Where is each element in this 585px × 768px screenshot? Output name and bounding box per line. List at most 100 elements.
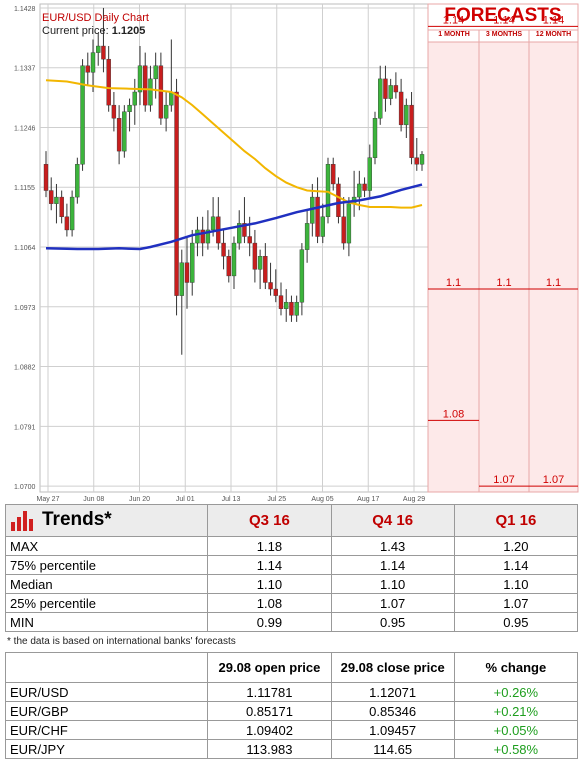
trends-col-q4: Q4 16 <box>330 504 455 537</box>
close-price: 0.85346 <box>330 701 455 721</box>
currency-pair: EUR/CHF <box>4 720 209 740</box>
candle-down <box>398 91 404 126</box>
close-price: 114.65 <box>330 739 455 759</box>
candle-up <box>205 229 211 244</box>
cell-value: 1.08 <box>207 593 332 613</box>
open-price: 0.85171 <box>207 701 332 721</box>
candle-up <box>378 78 383 119</box>
cell-value: 0.95 <box>453 612 579 632</box>
candle-down <box>273 288 278 296</box>
x-tick-label: Aug 17 <box>357 496 379 503</box>
candle-up <box>195 229 200 244</box>
y-tick-label: 1.1064 <box>14 245 36 252</box>
percent-change: +0.26% <box>453 682 579 702</box>
currency-pair: EUR/GBP <box>4 701 209 721</box>
current-price-label: Current price: <box>42 25 109 37</box>
trends-row-max: MAX 1.18 1.43 1.20 <box>4 536 579 556</box>
y-tick-label: 1.1155 <box>14 185 35 192</box>
forecast-level-label: 1.1 <box>546 277 561 289</box>
price-chart: 1.14 1.14 1.14 1.1 1.1 1.1 1.08 1.07 1.07 1.1428… <box>14 3 579 503</box>
open-price: 1.09402 <box>207 720 332 740</box>
candle-up <box>419 154 425 165</box>
candle-up <box>372 118 378 158</box>
candle-up <box>388 85 393 99</box>
candle-down <box>111 104 117 119</box>
rates-row-eurjpy: EUR/JPY 113.983 114.65 +0.58% <box>4 739 579 759</box>
rates-row-eurgbp: EUR/GBP 0.85171 0.85346 +0.21% <box>4 701 579 721</box>
cell-value: 1.10 <box>453 574 579 594</box>
cell-value: 0.99 <box>207 612 332 632</box>
forecast-level-label: 1.1 <box>496 277 511 289</box>
row-label: 25% percentile <box>4 593 209 613</box>
forecasts-title: FORECASTS <box>444 5 562 26</box>
candle-up <box>231 242 237 277</box>
rates-header-row: 29.08 open price 29.08 close price % cha… <box>4 652 579 683</box>
rates-corner-cell <box>4 652 209 683</box>
open-price: 113.983 <box>207 739 332 759</box>
candlesticks <box>43 7 425 355</box>
y-tick-label: 1.0882 <box>14 365 36 372</box>
x-axis-ticks: May 27 Jun 08 Jun 20 Jul 01 Jul 13 Jul 25 Aug … <box>37 496 426 503</box>
candle-down <box>221 242 226 257</box>
y-tick-label: 1.0791 <box>14 424 36 431</box>
rates-col-close: 29.08 close price <box>330 652 455 683</box>
rates-row-eurchf: EUR/CHF 1.09402 1.09457 +0.05% <box>4 720 579 740</box>
trends-title-cell: Trends* <box>4 504 209 537</box>
y-tick-label: 1.1428 <box>14 6 36 13</box>
current-price-value: 1.1205 <box>111 25 146 37</box>
close-price: 1.09457 <box>330 720 455 740</box>
candle-up <box>179 262 184 296</box>
candle-up <box>325 164 331 218</box>
forecast-col-12-month: 12 MONTH <box>535 31 572 38</box>
x-tick-label: Jun 08 <box>83 496 104 503</box>
cell-value: 1.10 <box>330 574 455 594</box>
moving-average-fast-line <box>45 79 423 209</box>
candle-up <box>132 91 137 106</box>
forecast-level-label: 1.07 <box>543 474 564 486</box>
candle-down <box>85 65 90 73</box>
candle-down <box>362 183 367 191</box>
x-tick-label: Jul 13 <box>222 496 241 503</box>
candle-up <box>137 65 143 93</box>
candle-down <box>263 256 268 283</box>
forecast-level-label: 1.14 <box>443 14 464 26</box>
candle-up <box>96 45 101 53</box>
trends-table: Trends* Q3 16 Q4 16 Q1 16 MAX 1.18 1.43 … <box>4 504 579 632</box>
candle-down <box>247 236 252 244</box>
candle-down <box>268 282 273 290</box>
current-price: Current price: 1.1205 <box>42 25 145 37</box>
candle-up <box>237 223 242 244</box>
candle-up <box>367 157 372 191</box>
cell-value: 1.14 <box>207 555 332 575</box>
candle-up <box>294 301 299 316</box>
candle-down <box>184 262 190 283</box>
forecast-level-label: 1.08 <box>443 408 464 420</box>
cell-value: 0.95 <box>330 612 455 632</box>
candle-up <box>304 223 310 250</box>
x-tick-label: Jul 25 <box>267 496 286 503</box>
candle-up <box>75 164 80 198</box>
currency-pair: EUR/USD <box>4 682 209 702</box>
trends-header-row: Trends* Q3 16 Q4 16 Q1 16 <box>4 504 579 537</box>
candle-down <box>200 229 205 244</box>
percent-change: +0.58% <box>453 739 579 759</box>
candle-down <box>289 301 294 316</box>
candle-down <box>143 65 148 106</box>
x-tick-label: Jun 20 <box>129 496 150 503</box>
rates-col-change: % change <box>453 652 579 683</box>
cell-value: 1.18 <box>207 536 332 556</box>
candle-down <box>341 216 346 244</box>
forecast-col-1-month: 1 MONTH <box>438 31 470 38</box>
candle-up <box>190 242 195 283</box>
candle-up <box>257 256 263 270</box>
candle-down <box>331 164 336 185</box>
bar-chart-icon <box>11 511 33 532</box>
cell-value: 1.07 <box>330 593 455 613</box>
trends-col-q1: Q1 16 <box>453 504 579 537</box>
candle-down <box>242 223 247 237</box>
cell-value: 1.14 <box>453 555 579 575</box>
x-tick-label: Aug 05 <box>311 496 333 503</box>
candle-down <box>414 157 419 165</box>
forecast-level-label: 1.14 <box>543 14 564 26</box>
forecast-panel: 1.14 1.14 1.14 1.1 1.1 1.1 1.08 1.07 1.07 <box>427 3 579 493</box>
